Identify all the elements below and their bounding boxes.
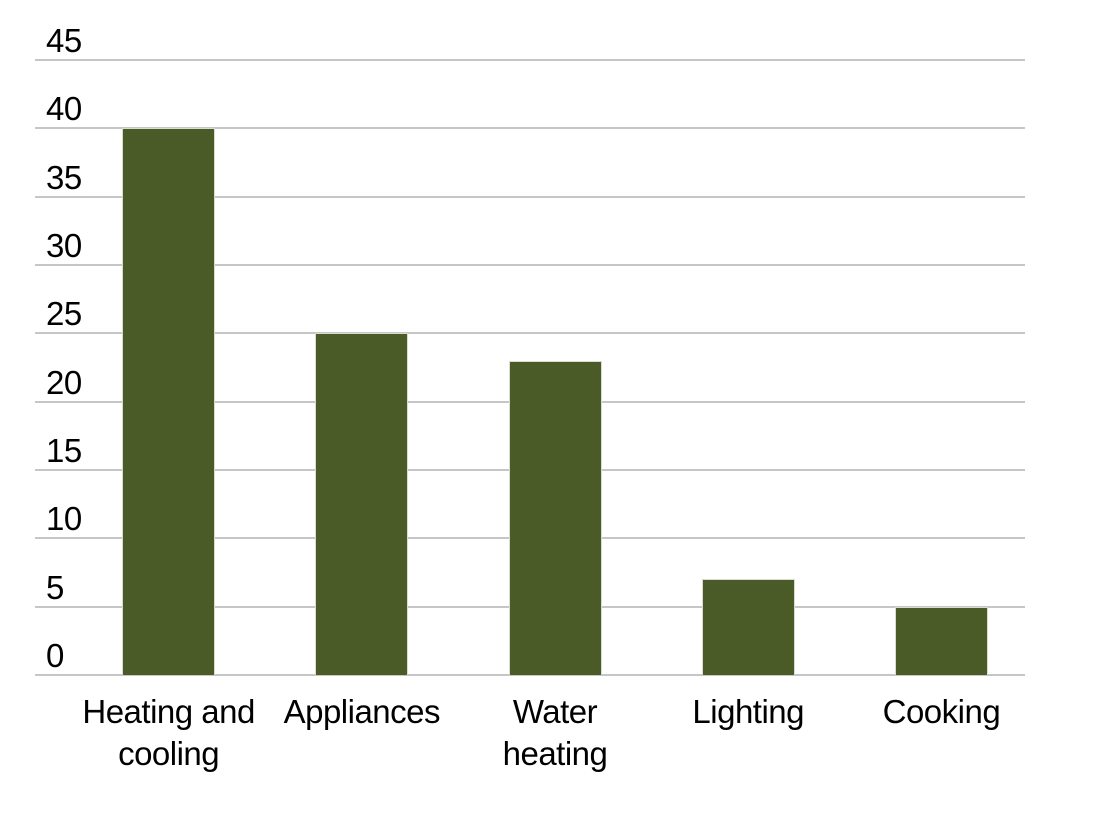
gridline-45: [35, 59, 1025, 61]
gridline-25: [35, 332, 1025, 335]
y-tick-label-20: 20: [46, 363, 82, 401]
bar-slot-water-heating: [458, 0, 651, 675]
bar-cooking: [894, 606, 988, 675]
gridline-0: [35, 674, 1025, 676]
bar-appliances: [315, 333, 409, 675]
x-axis-labels: Heating and cooling Appliances Water heati…: [72, 691, 1038, 775]
bar-slot-heating-and-cooling: [72, 0, 265, 675]
y-tick-label-40: 40: [46, 90, 82, 128]
x-tick-label-appliances: Appliances: [283, 693, 441, 730]
x-label-slot-heating-and-cooling: Heating and cooling: [72, 691, 265, 775]
bar-lighting: [701, 579, 795, 675]
y-tick-label-0: 0: [46, 637, 64, 674]
bar-slot-appliances: [265, 0, 458, 675]
gridline-30: [35, 264, 1025, 266]
y-tick-label-30: 30: [46, 227, 82, 264]
bar-water-heating: [508, 360, 602, 675]
y-tick-label-25: 25: [46, 295, 82, 333]
bar-slot-cooking: [845, 0, 1038, 675]
bars-container: [72, 0, 1038, 675]
y-tick-label-10: 10: [46, 500, 82, 538]
bar-slot-lighting: [652, 0, 845, 675]
x-tick-label-lighting: Lighting: [692, 693, 805, 730]
y-tick-label-5: 5: [46, 568, 64, 606]
x-tick-label-heating-and-cooling: Heating and cooling: [82, 693, 255, 772]
x-label-slot-cooking: Cooking: [845, 691, 1038, 733]
y-tick-label-35: 35: [46, 158, 82, 196]
x-label-slot-lighting: Lighting: [652, 691, 845, 733]
x-label-slot-appliances: Appliances: [265, 691, 458, 733]
x-tick-label-water-heating: Water heating: [502, 693, 608, 772]
y-tick-label-45: 45: [46, 22, 82, 59]
gridline-40: [35, 127, 1025, 130]
bar-heating-and-cooling: [122, 128, 216, 675]
x-tick-label-cooking: Cooking: [882, 693, 1001, 730]
y-tick-label-15: 15: [46, 432, 82, 469]
gridline-35: [35, 195, 1025, 198]
x-label-slot-water-heating: Water heating: [458, 691, 651, 775]
